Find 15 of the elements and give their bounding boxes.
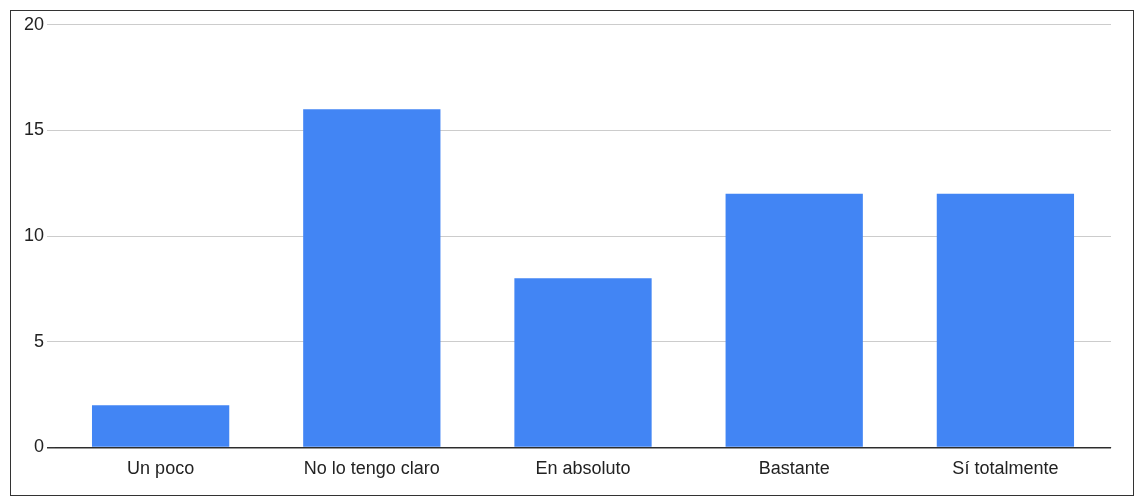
- y-tick-label: 15: [23, 119, 45, 140]
- bar: [303, 109, 441, 447]
- y-tick-label: 0: [34, 436, 45, 457]
- x-tick-label: Sí totalmente: [952, 458, 1059, 479]
- x-tick-label: En absoluto: [535, 458, 631, 479]
- x-tick-label: No lo tengo claro: [303, 458, 440, 479]
- bar: [936, 193, 1075, 447]
- x-tick-label: Bastante: [758, 458, 830, 479]
- bar: [725, 193, 863, 447]
- bar: [514, 278, 652, 447]
- y-tick-label: 5: [34, 330, 45, 351]
- y-tick-label: 10: [23, 225, 45, 246]
- bar: [91, 405, 230, 447]
- x-tick-label: Un poco: [127, 458, 195, 479]
- y-tick-label: 20: [23, 13, 45, 34]
